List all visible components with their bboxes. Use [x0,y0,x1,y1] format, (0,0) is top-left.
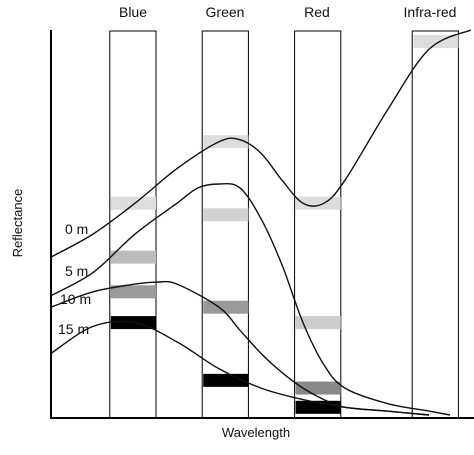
curve-15-m [50,320,430,416]
series-label-15m: 15 m [58,321,89,337]
highlight-0-m-infra-red [413,35,459,49]
band-label-blue: Blue [119,4,147,20]
band-column-blue [109,30,157,419]
highlight-5-m-red [295,316,341,330]
x-axis-title: Wavelength [222,425,290,440]
highlight-0-m-blue [110,196,156,210]
band-label-infrared: Infra-red [404,4,457,20]
band-column-red [294,30,342,419]
series-label-0m: 0 m [65,221,88,237]
highlight-15-m-red [295,400,341,414]
spectral-bands [109,30,459,419]
band-label-red: Red [304,4,330,20]
reflectance-curves [50,29,472,416]
highlight-10-m-green [203,300,249,314]
band-column-green [201,30,249,419]
highlight-10-m-blue [110,285,156,299]
highlight-5-m-blue [110,250,156,264]
series-label-10m: 10 m [60,291,91,307]
highlight-5-m-green [203,208,249,222]
series-label-5m: 5 m [65,263,88,279]
y-axis-title: Reflectance [10,189,25,258]
curve-0-m [50,29,472,258]
band-label-green: Green [206,4,245,20]
band-reflectance-highlights [110,35,459,414]
curve-5-m [50,183,451,416]
highlight-15-m-green [203,373,249,387]
band-column-infra-red [411,30,459,419]
